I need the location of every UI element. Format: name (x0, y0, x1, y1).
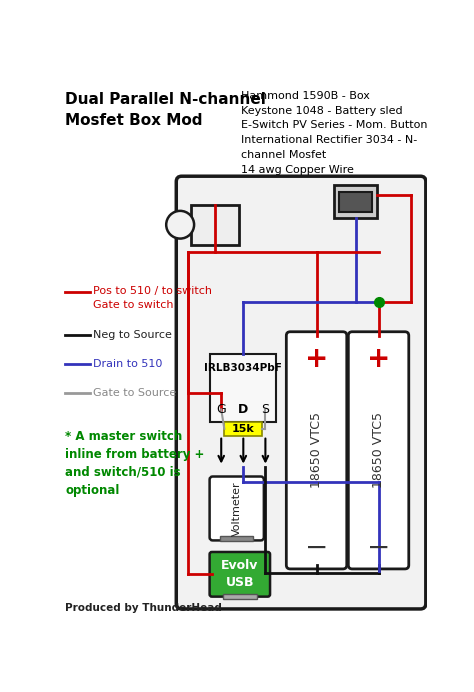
FancyBboxPatch shape (286, 331, 347, 569)
Text: Gate to Source: Gate to Source (93, 388, 177, 399)
Bar (220, 536, 253, 541)
Text: S: S (261, 403, 269, 416)
Bar (224, 422, 262, 436)
Text: Produced by ThunderHead: Produced by ThunderHead (65, 603, 222, 613)
Text: +: + (367, 345, 390, 373)
Bar (210, 354, 276, 422)
Text: Drain to 510: Drain to 510 (93, 359, 163, 369)
Text: +: + (305, 345, 328, 373)
Circle shape (166, 211, 194, 239)
Text: Hammond 1590B - Box
Keystone 1048 - Battery sled
E-Switch PV Series - Mom. Butto: Hammond 1590B - Box Keystone 1048 - Batt… (241, 91, 428, 175)
Text: −: − (367, 534, 390, 562)
Text: 18650 VTC5: 18650 VTC5 (372, 412, 385, 489)
Text: −: − (305, 534, 328, 562)
Text: Evolv
USB: Evolv USB (221, 559, 258, 590)
FancyBboxPatch shape (348, 331, 409, 569)
Bar (223, 594, 257, 599)
Text: * A master switch
inline from battery +
and switch/510 is
optional: * A master switch inline from battery + … (65, 430, 205, 497)
Text: G: G (216, 403, 226, 416)
Bar (191, 205, 239, 245)
Bar (339, 192, 373, 212)
FancyBboxPatch shape (176, 176, 426, 609)
Text: 15k: 15k (232, 424, 254, 434)
Bar (334, 185, 377, 218)
FancyBboxPatch shape (210, 477, 264, 540)
Text: Neg to Source: Neg to Source (93, 330, 172, 340)
Text: Dual Parallel N-channel
Mosfet Box Mod: Dual Parallel N-channel Mosfet Box Mod (65, 92, 266, 128)
Text: IRLB3034PbF: IRLB3034PbF (204, 363, 282, 373)
Text: 18650 VTC5: 18650 VTC5 (310, 412, 323, 489)
Text: Pos to 510 / to switch
Gate to switch: Pos to 510 / to switch Gate to switch (93, 286, 212, 309)
FancyBboxPatch shape (210, 552, 270, 597)
Text: Voltmeter: Voltmeter (232, 481, 242, 536)
Text: D: D (238, 403, 248, 416)
